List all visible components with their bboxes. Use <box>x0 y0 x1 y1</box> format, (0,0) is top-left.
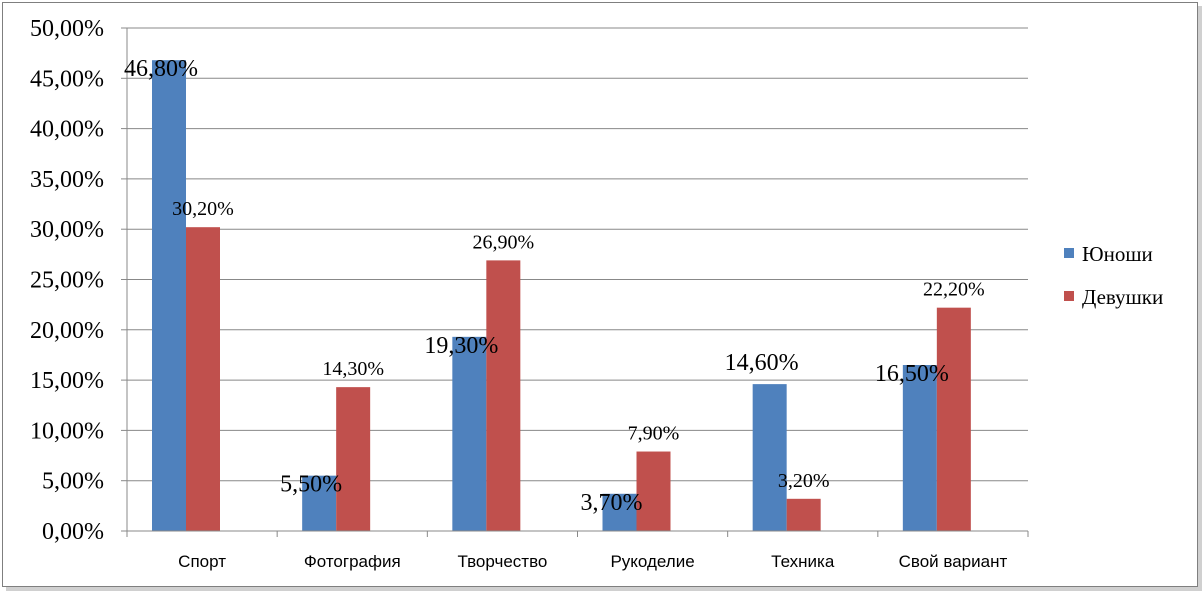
y-tick-label: 40,00% <box>30 117 104 143</box>
bar-series1-2 <box>452 336 487 531</box>
bar-series2-1 <box>336 387 371 531</box>
x-tick-label: Рукоделие <box>610 552 694 571</box>
gridlines <box>127 27 1028 482</box>
y-tick-label: 50,00% <box>30 16 104 42</box>
data-label: 14,60% <box>725 350 799 376</box>
legend: Юноши Девушки <box>1064 242 1163 309</box>
data-label: 14,30% <box>322 358 384 380</box>
bar-series2-3 <box>636 451 671 531</box>
bars <box>152 60 971 532</box>
x-tick-label: Техника <box>771 552 835 571</box>
bar-series1-5 <box>902 365 937 531</box>
legend-swatch <box>1064 291 1074 301</box>
data-label: 16,50% <box>875 361 949 387</box>
data-label: 30,20% <box>172 198 234 220</box>
data-label: 22,20% <box>923 279 985 301</box>
legend-swatch <box>1064 248 1074 258</box>
y-tick-label: 0,00% <box>42 519 104 545</box>
bar-series1-0 <box>152 60 186 531</box>
legend-label: Девушки <box>1082 285 1163 309</box>
data-label: 5,50% <box>280 472 342 498</box>
bar-series1-4 <box>752 384 787 531</box>
y-tick-labels: 0,00% 5,00% 10,00% 15,00% 20,00% 25,00% 30,00%… <box>30 16 104 545</box>
axes <box>121 27 1029 537</box>
y-tick-label: 10,00% <box>30 418 104 444</box>
y-tick-label: 15,00% <box>30 368 104 394</box>
data-label: 3,20% <box>778 470 830 492</box>
bar-series2-0 <box>186 227 220 532</box>
x-tick-label: Спорт <box>178 552 226 571</box>
x-tick-label: Свой вариант <box>899 552 1008 571</box>
x-tick-labels: Спорт Фотография Творчество Рукоделие Техник… <box>178 552 1007 571</box>
data-labels: 46,80% 30,20% 5,50% 14,30% 19,30% 26,90% 3,70%… <box>124 56 985 516</box>
data-label: 7,90% <box>628 423 680 445</box>
y-tick-label: 35,00% <box>30 167 104 193</box>
bar-series2-4 <box>786 498 821 531</box>
legend-label: Юноши <box>1082 242 1153 266</box>
x-tick-label: Творчество <box>457 552 547 571</box>
bar-series2-5 <box>936 307 971 531</box>
y-tick-label: 30,00% <box>30 217 104 243</box>
y-tick-label: 45,00% <box>30 66 104 92</box>
y-tick-label: 5,00% <box>42 469 104 495</box>
data-label: 26,90% <box>472 231 534 253</box>
bar-series1-3 <box>602 493 637 531</box>
bar-series1-1 <box>302 475 337 531</box>
y-tick-label: 25,00% <box>30 268 104 294</box>
x-tick-label: Фотография <box>304 552 401 571</box>
bar-series2-2 <box>486 260 521 531</box>
y-tick-label: 20,00% <box>30 318 104 344</box>
data-label: 46,80% <box>124 56 198 82</box>
data-label: 3,70% <box>581 490 643 516</box>
data-label: 19,30% <box>424 333 498 359</box>
